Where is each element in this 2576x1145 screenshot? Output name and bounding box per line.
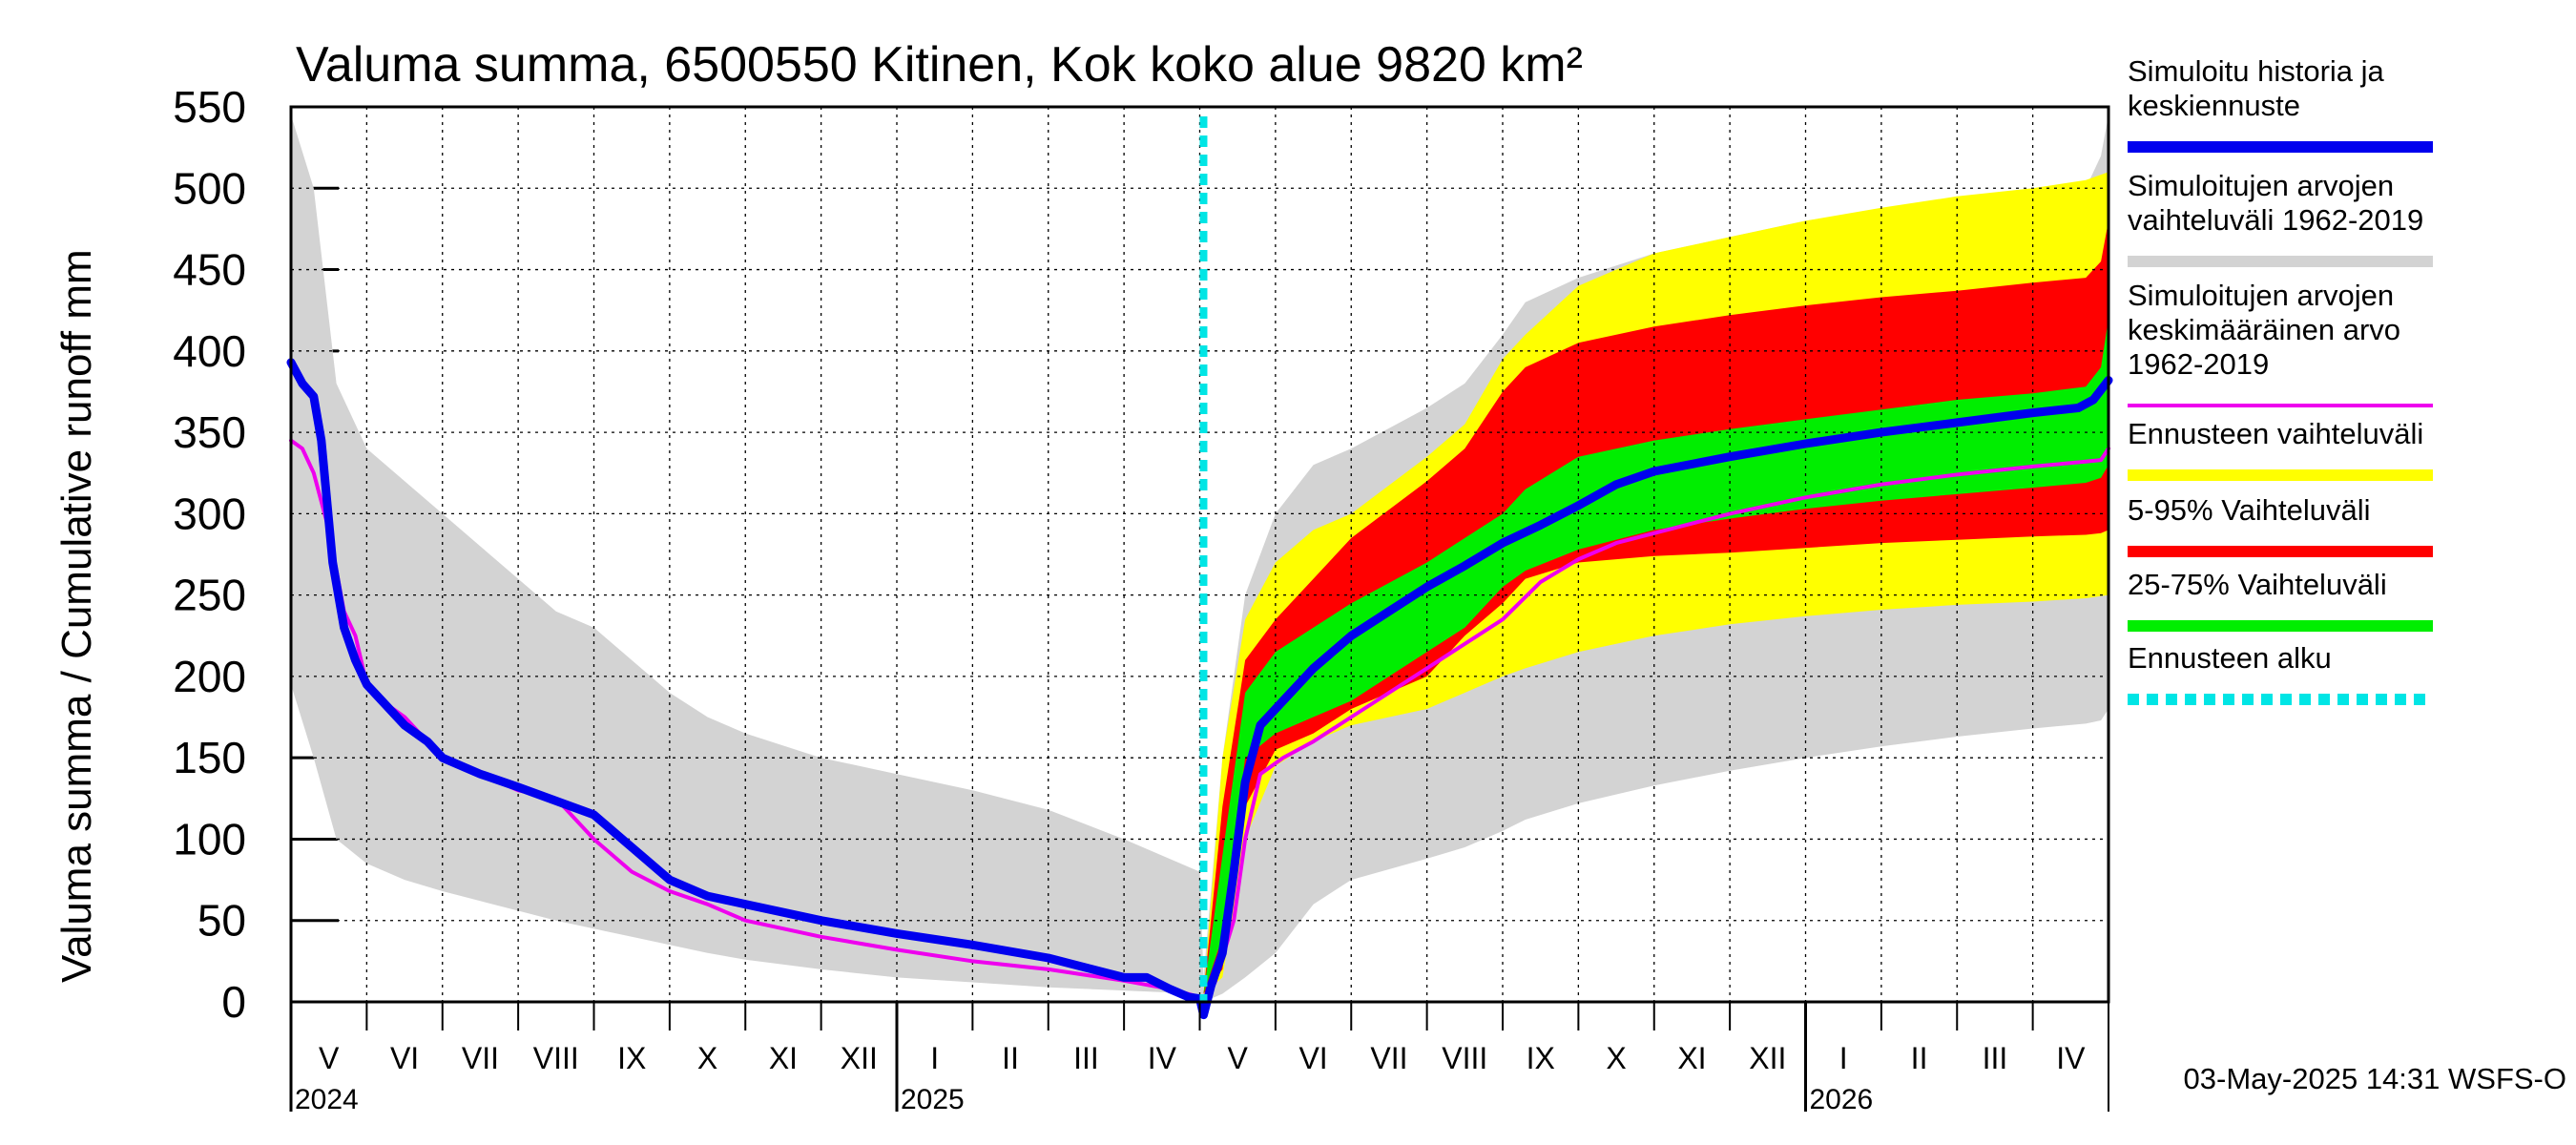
y-tick-label: 550 xyxy=(173,82,246,132)
month-label: X xyxy=(697,1041,717,1075)
y-tick-label: 250 xyxy=(173,571,246,620)
legend-label: Ennusteen alku xyxy=(2128,641,2332,675)
legend-label: keskiennuste xyxy=(2128,89,2300,122)
y-tick-label: 500 xyxy=(173,163,246,213)
month-label: III xyxy=(1983,1041,2008,1075)
timestamp-label: 03-May-2025 14:31 WSFS-O xyxy=(2184,1062,2566,1095)
legend-label: 1962-2019 xyxy=(2128,347,2269,381)
month-label: II xyxy=(1002,1041,1019,1075)
year-label: 2026 xyxy=(1810,1084,1874,1115)
y-axis-label: Valuma summa / Cumulative runoff mm xyxy=(53,249,100,983)
y-tick-label: 400 xyxy=(173,326,246,376)
simulated-line xyxy=(286,358,2113,1020)
month-label: II xyxy=(1911,1041,1928,1075)
legend-label: keskimääräinen arvo xyxy=(2128,313,2400,346)
chart-title: Valuma summa, 6500550 Kitinen, Kok koko … xyxy=(296,37,1583,93)
y-tick-label: 0 xyxy=(221,977,246,1027)
range-25-75-band xyxy=(1203,318,2109,994)
year-label: 2025 xyxy=(901,1084,965,1115)
month-label: VIII xyxy=(533,1041,579,1075)
legend-label: Simuloitujen arvojen xyxy=(2128,169,2394,202)
month-label: X xyxy=(1606,1041,1626,1075)
y-tick-label: 50 xyxy=(197,896,246,946)
month-label: IV xyxy=(1148,1041,1177,1075)
y-tick-label: 450 xyxy=(173,245,246,295)
month-label: IX xyxy=(617,1041,646,1075)
y-tick-label: 300 xyxy=(173,489,246,538)
month-label: XII xyxy=(841,1041,878,1075)
y-tick-label: 200 xyxy=(173,652,246,701)
month-label: VII xyxy=(1370,1041,1407,1075)
month-label: IX xyxy=(1527,1041,1555,1075)
year-label: 2024 xyxy=(295,1084,359,1115)
month-label: V xyxy=(1228,1041,1249,1075)
month-label: I xyxy=(1839,1041,1848,1075)
y-tick-label: 350 xyxy=(173,407,246,457)
legend-label: 25-75% Vaihteluväli xyxy=(2128,568,2387,601)
month-label: VII xyxy=(462,1041,499,1075)
legend-label: Simuloitu historia ja xyxy=(2128,54,2385,88)
legend-label: Ennusteen vaihteluväli xyxy=(2128,417,2423,450)
month-label: IV xyxy=(2056,1041,2086,1075)
legend-label: 5-95% Vaihteluväli xyxy=(2128,493,2370,527)
month-label: XI xyxy=(769,1041,798,1075)
month-label: XI xyxy=(1677,1041,1706,1075)
month-label: V xyxy=(319,1041,340,1075)
month-label: VI xyxy=(1298,1041,1327,1075)
y-tick-label: 100 xyxy=(173,814,246,864)
legend-label: vaihteluväli 1962-2019 xyxy=(2128,203,2423,237)
month-label: VIII xyxy=(1442,1041,1487,1075)
month-label: VI xyxy=(390,1041,419,1075)
legend-label: Simuloitujen arvojen xyxy=(2128,279,2394,312)
y-tick-label: 150 xyxy=(173,733,246,782)
month-label: I xyxy=(930,1041,939,1075)
plot-area xyxy=(286,105,2113,1020)
month-label: III xyxy=(1073,1041,1099,1075)
month-label: XII xyxy=(1749,1041,1786,1075)
